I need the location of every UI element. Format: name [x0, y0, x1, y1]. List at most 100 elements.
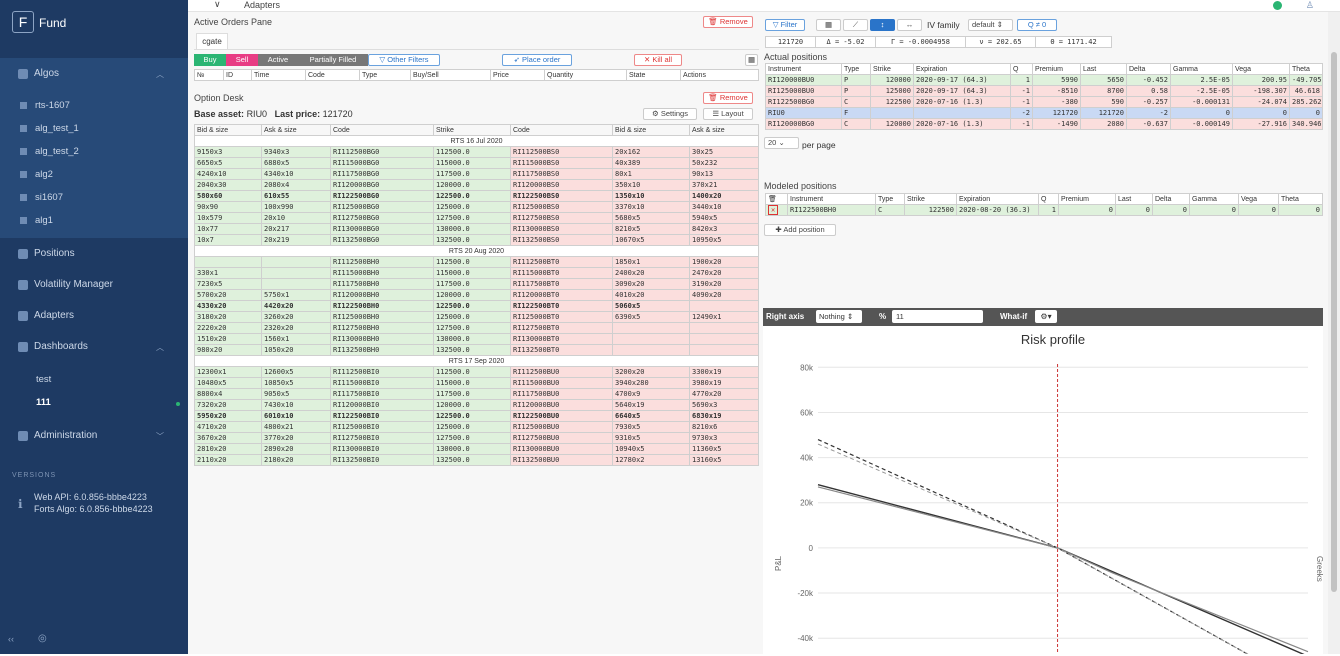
table-cell[interactable]: 10x77	[194, 223, 262, 235]
delete-row-close-icon[interactable]: ✕	[765, 204, 788, 216]
table-cell[interactable]: 12490x1	[689, 311, 759, 323]
table-cell[interactable]: 20x10	[261, 212, 331, 224]
chevron-down-icon[interactable]: ∨	[214, 0, 221, 9]
table-cell[interactable]: RI117500BT0	[510, 278, 613, 290]
table-cell[interactable]: 4770x20	[689, 388, 759, 400]
table-cell[interactable]: 100x990	[261, 201, 331, 213]
sidebar-item-algo[interactable]: rts-1607	[20, 100, 70, 111]
column-header[interactable]: Delta	[1152, 193, 1190, 205]
table-cell[interactable]: 10940x5	[612, 443, 690, 455]
column-header[interactable]: Code	[305, 69, 360, 81]
filter-buy-toggle[interactable]: Buy	[194, 54, 226, 66]
table-cell[interactable]: RI127500BT0	[510, 322, 613, 334]
filter-partially-filled-toggle[interactable]: Partially Filled	[298, 54, 368, 66]
table-cell[interactable]: RI112500BH0	[330, 256, 434, 268]
scrollbar[interactable]	[1328, 12, 1340, 654]
table-row[interactable]: 3670x20 3770x20 RI127500BI0 127500.0 RI12750…	[194, 432, 759, 444]
table-view-icon[interactable]: ▦	[816, 19, 841, 31]
table-cell[interactable]: 117500.0	[433, 278, 511, 290]
table-cell[interactable]: 112500.0	[433, 256, 511, 268]
nav-positions[interactable]: Positions	[18, 248, 75, 259]
table-cell[interactable]: 6010x10	[261, 410, 331, 422]
table-cell[interactable]: RI127500BU0	[510, 432, 613, 444]
position-row[interactable]: RIU0 F -2 121720 121720 -2 0 0 0	[765, 107, 1323, 119]
table-cell[interactable]: 8800x4	[194, 388, 262, 400]
column-header[interactable]: Actions	[680, 69, 759, 81]
column-header[interactable]: Q	[1038, 193, 1059, 205]
table-cell[interactable]: RI115000BI0	[330, 377, 434, 389]
column-header[interactable]: Q	[1010, 63, 1033, 75]
table-cell[interactable]: 115000.0	[433, 157, 511, 169]
table-cell[interactable]: RI127500BI0	[330, 432, 434, 444]
table-cell[interactable]: 120000.0	[433, 179, 511, 191]
column-header[interactable]: Last	[1080, 63, 1127, 75]
table-cell[interactable]: 4010x20	[612, 289, 690, 301]
table-cell[interactable]: 5950x20	[194, 410, 262, 422]
table-cell[interactable]: 2320x20	[261, 322, 331, 334]
table-cell[interactable]: 4420x20	[261, 300, 331, 312]
sidebar-item-algo[interactable]: alg_test_1	[20, 123, 79, 134]
table-row[interactable]: 10480x5 10850x5 RI115000BI0 115000.0 RI11500…	[194, 377, 759, 389]
column-header[interactable]: Strike	[904, 193, 957, 205]
kill-all-button[interactable]: ✕ Kill all	[634, 54, 682, 66]
q-filter-button[interactable]: Q ≠ 0	[1017, 19, 1057, 31]
table-cell[interactable]	[612, 344, 690, 356]
table-cell[interactable]: RI112500BG0	[330, 146, 434, 158]
table-cell[interactable]: 2080x4	[261, 179, 331, 191]
column-header[interactable]: Vega	[1232, 63, 1290, 75]
table-cell[interactable]: 5680x5	[612, 212, 690, 224]
table-cell[interactable]: 8210x5	[612, 223, 690, 235]
table-cell[interactable]: 80x1	[612, 168, 690, 180]
table-cell[interactable]: 90x90	[194, 201, 262, 213]
scrollbar-thumb[interactable]	[1331, 52, 1337, 592]
table-cell[interactable]: 12600x5	[261, 366, 331, 378]
table-cell[interactable]: 4240x10	[194, 168, 262, 180]
table-cell[interactable]	[261, 267, 331, 279]
table-row[interactable]: 5950x20 6010x10 RI122500BI0 122500.0 RI12250…	[194, 410, 759, 422]
column-header[interactable]: Delta	[1126, 63, 1171, 75]
table-row[interactable]: 2040x30 2080x4 RI120000BG0 120000.0 RI120000…	[194, 179, 759, 191]
table-cell[interactable]: 6390x5	[612, 311, 690, 323]
filter-button[interactable]: ▽ Filter	[765, 19, 805, 31]
table-cell[interactable]: 2180x20	[261, 454, 331, 466]
table-cell[interactable]: 130000.0	[433, 223, 511, 235]
nav-volatility-manager[interactable]: Volatility Manager	[18, 279, 113, 290]
table-cell[interactable]: RI130000BU0	[510, 443, 613, 455]
table-cell[interactable]: 3180x20	[194, 311, 262, 323]
table-cell[interactable]: RI125000BI0	[330, 421, 434, 433]
table-cell[interactable]: 1350x10	[612, 190, 690, 202]
table-cell[interactable]: 5700x20	[194, 289, 262, 301]
right-axis-select[interactable]: Nothing ⇕	[816, 310, 862, 323]
table-cell[interactable]: 3260x20	[261, 311, 331, 323]
table-cell[interactable]: 112500.0	[433, 146, 511, 158]
table-cell[interactable]: RI112500BT0	[510, 256, 613, 268]
table-row[interactable]: 2220x20 2320x20 RI127500BH0 127500.0 RI12750…	[194, 322, 759, 334]
column-header[interactable]: Theta	[1289, 63, 1323, 75]
table-cell[interactable]: 330x1	[194, 267, 262, 279]
table-row[interactable]: 1510x20 1560x1 RI130000BH0 130000.0 RI130000…	[194, 333, 759, 345]
table-cell[interactable]: 1050x20	[261, 344, 331, 356]
table-row[interactable]: 10x7 20x219 RI132500BG0 132500.0 RI132500BS0…	[194, 234, 759, 246]
settings-button[interactable]: ⚙ Settings	[643, 108, 697, 120]
table-cell[interactable]: RI132500BG0	[330, 234, 434, 246]
table-cell[interactable]	[689, 322, 759, 334]
table-cell[interactable]: 125000.0	[433, 201, 511, 213]
table-cell[interactable]: 12780x2	[612, 454, 690, 466]
column-header[interactable]: Buy/Sell	[410, 69, 491, 81]
sidebar-item-algo[interactable]: alg1	[20, 215, 53, 226]
table-cell[interactable]: RI125000BS0	[510, 201, 613, 213]
table-cell[interactable]: 3940x280	[612, 377, 690, 389]
table-row[interactable]: 3180x20 3260x20 RI125000BH0 125000.0 RI12500…	[194, 311, 759, 323]
table-cell[interactable]	[194, 256, 262, 268]
table-cell[interactable]: 125000.0	[433, 421, 511, 433]
column-header[interactable]: State	[626, 69, 681, 81]
table-cell[interactable]: RI122500BT0	[510, 300, 613, 312]
table-cell[interactable]: 6650x5	[194, 157, 262, 169]
filter-active-toggle[interactable]: Active	[258, 54, 298, 66]
sidebar-item-algo[interactable]: si1607	[20, 192, 63, 203]
table-cell[interactable]: RI122500BU0	[510, 410, 613, 422]
table-row[interactable]: 7320x20 7430x10 RI120000BI0 120000.0 RI12000…	[194, 399, 759, 411]
table-cell[interactable]: RI120000BU0	[510, 399, 613, 411]
table-cell[interactable]: 10x579	[194, 212, 262, 224]
table-cell[interactable]: 10670x5	[612, 234, 690, 246]
